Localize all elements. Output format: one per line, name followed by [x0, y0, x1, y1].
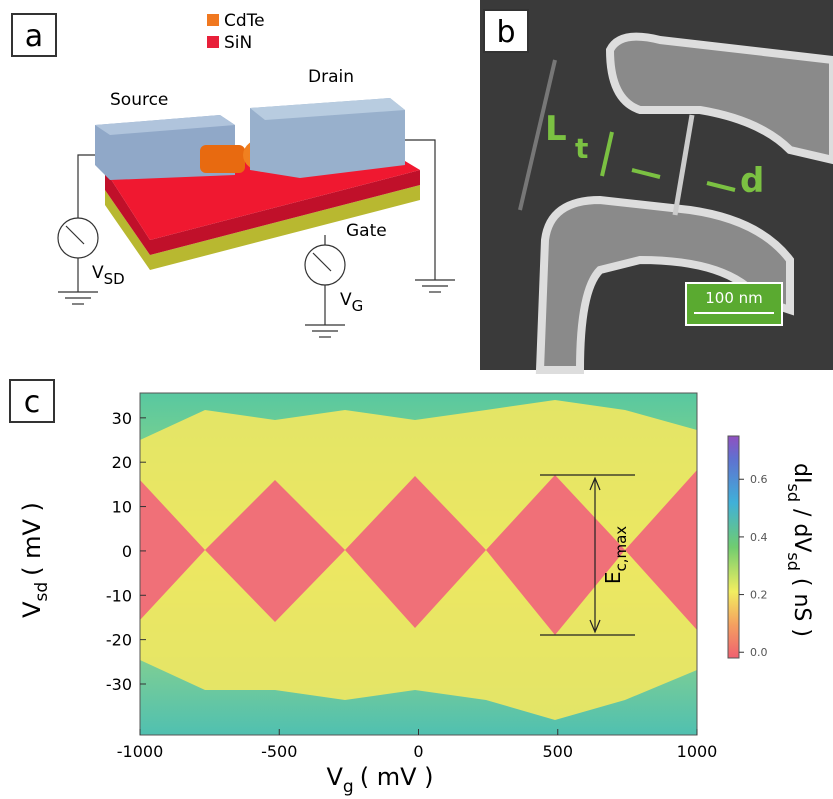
- y-tick-label: -20: [106, 631, 132, 650]
- x-title-sub: g: [343, 777, 354, 797]
- circuit: [57, 139, 455, 338]
- legend-swatch: [207, 36, 219, 48]
- x-tick-label: 1000: [677, 742, 718, 761]
- panel-label-box: [11, 13, 57, 57]
- y-tick-label: 10: [112, 498, 132, 517]
- colorbar-tick-label: 0.0: [750, 646, 768, 659]
- t-label: t: [575, 132, 588, 165]
- annotation-main: E: [601, 572, 625, 585]
- c-title-unit: ( nS ): [789, 571, 814, 637]
- y-tick-label: -30: [106, 675, 132, 694]
- x-axis-title: Vg ( mV ): [327, 763, 434, 797]
- panel-label: a: [25, 19, 43, 54]
- panel-c: c Ec,max Vg ( mV ) Vsd ( mV ) dIsd / dVsd …: [9, 379, 814, 797]
- y-tick-label: -10: [106, 586, 132, 605]
- electrode: [605, 32, 833, 165]
- c-title-sub: sd: [784, 483, 803, 502]
- source-label: Source: [110, 90, 168, 110]
- panel-a: a CdTe SiN Source Drain Gate VSD VG: [11, 11, 455, 338]
- drain-top: [250, 98, 405, 120]
- panel-label-box: [9, 379, 55, 423]
- source-top: [95, 115, 235, 135]
- panel-b: b L t d 100 nm: [480, 0, 833, 374]
- c-title-mid: / dV: [789, 502, 814, 552]
- vsd-main: V: [92, 263, 104, 283]
- y-axis-title: Vsd ( mV ): [18, 502, 52, 618]
- substrate: [105, 185, 420, 270]
- x-title-main: V: [327, 763, 344, 791]
- y-title-main: V: [18, 601, 46, 618]
- vsd-label: VSD: [92, 263, 125, 288]
- legend-label: SiN: [224, 33, 252, 53]
- vg-sub: G: [352, 297, 364, 315]
- l-label: L: [545, 109, 567, 149]
- x-tick-label: 0: [413, 742, 423, 761]
- heatmap: [140, 393, 697, 735]
- vg-label: VG: [340, 290, 363, 315]
- y-tick-label: 0: [122, 542, 132, 561]
- x-tick-label: -1000: [117, 742, 164, 761]
- arrows: [600, 131, 736, 192]
- colorbar-tick-label: 0.2: [750, 589, 768, 602]
- scale-bar-box: [685, 282, 783, 326]
- d-label: d: [740, 161, 764, 201]
- wire: [518, 59, 557, 211]
- legend-label: CdTe: [224, 11, 265, 31]
- c-title-sub: sd: [784, 552, 803, 571]
- colorbar-tick-label: 0.4: [750, 531, 768, 544]
- nanowire: [672, 114, 695, 216]
- panel-label-box: [483, 9, 529, 53]
- legend-swatch: [207, 14, 219, 26]
- annotation-sub: c,max: [612, 526, 630, 572]
- y-title-sub: sd: [32, 582, 52, 602]
- vg-main: V: [340, 290, 352, 310]
- x-tick-label: 500: [542, 742, 573, 761]
- nanowire: [200, 145, 245, 173]
- y-tick-label: 20: [112, 453, 132, 472]
- x-title-unit: ( mV ): [360, 763, 434, 791]
- colorbar-title: dIsd / dVsd ( nS ): [784, 463, 814, 637]
- drain-label: Drain: [308, 67, 354, 87]
- y-title-unit: ( mV ): [18, 502, 46, 576]
- colorbar-tick-label: 0.6: [750, 473, 768, 486]
- x-tick-label: -500: [261, 742, 297, 761]
- vsd-sub: SD: [104, 270, 125, 288]
- sin-edge: [105, 170, 420, 255]
- c-title-a: dI: [789, 463, 814, 483]
- gate-label: Gate: [346, 221, 387, 241]
- panel-label: b: [496, 15, 515, 50]
- y-tick-label: 30: [112, 409, 132, 428]
- annotation: Ec,max: [601, 526, 630, 584]
- panel-label: c: [24, 385, 41, 420]
- annotation-lines: [540, 474, 635, 636]
- scale-bar-label: 100 nm: [705, 289, 763, 307]
- colorbar: [727, 435, 740, 659]
